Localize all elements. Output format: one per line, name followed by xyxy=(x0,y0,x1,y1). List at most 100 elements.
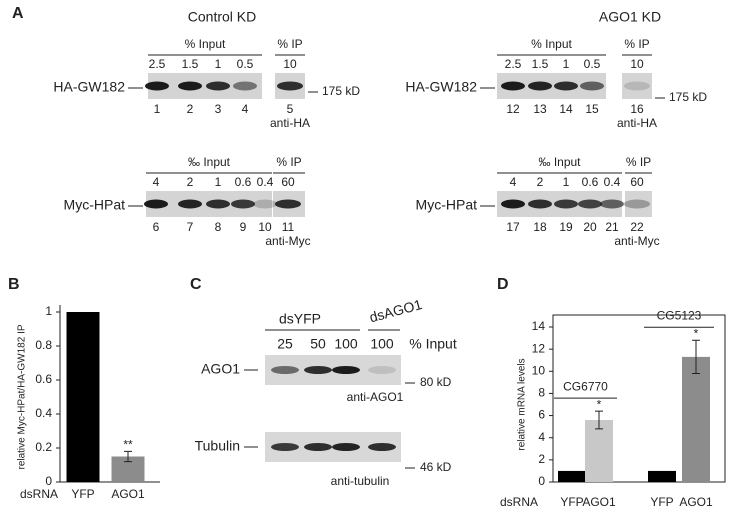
y-axis-title: relative mRNA levels xyxy=(517,358,528,450)
amount: 1.5 xyxy=(182,57,199,71)
amount: 0.5 xyxy=(237,57,254,71)
panel-label: A xyxy=(12,5,24,22)
band xyxy=(271,366,299,374)
lane-number: 13 xyxy=(533,102,547,116)
input-header: % Input xyxy=(531,37,572,51)
amount: 0.5 xyxy=(584,57,601,71)
y-tick-label: 10 xyxy=(532,363,546,377)
y-tick-label: 4 xyxy=(538,430,545,444)
lane-number: 19 xyxy=(559,220,573,234)
size-marker: 46 kD xyxy=(420,460,452,474)
lane-number: 5 xyxy=(287,102,294,116)
ip-header: % IP xyxy=(626,155,651,169)
lane-number: 10 xyxy=(258,220,272,234)
amount: 50 xyxy=(310,336,326,352)
band xyxy=(554,81,578,91)
band xyxy=(528,81,552,91)
x-axis-title: dsRNA xyxy=(20,487,58,501)
band xyxy=(501,81,525,91)
band xyxy=(206,199,230,209)
amount: 100 xyxy=(370,336,394,352)
lane-number: 12 xyxy=(506,102,520,116)
amount: 1 xyxy=(215,57,222,71)
group-label: CG6770 xyxy=(563,379,608,393)
y-tick-label: 0 xyxy=(538,474,545,488)
band xyxy=(332,366,360,374)
blot xyxy=(622,73,652,99)
bar xyxy=(558,470,586,482)
y-tick-label: 1 xyxy=(45,304,52,318)
input-header: ‰ Input xyxy=(538,155,581,169)
antibody: anti-Myc xyxy=(614,234,659,248)
antibody: anti-AGO1 xyxy=(347,390,404,404)
amount-unit: % Input xyxy=(409,336,457,352)
x-tick-label: AGO1 xyxy=(679,495,713,509)
row-label: Tubulin xyxy=(195,438,240,454)
amount: 4 xyxy=(510,175,517,189)
row-label: HA-GW182 xyxy=(405,79,477,95)
band xyxy=(624,81,650,91)
lane-number: 6 xyxy=(153,220,160,234)
row-label: Myc-HPat xyxy=(64,197,126,213)
lane-number: 17 xyxy=(506,220,520,234)
bar xyxy=(585,420,613,482)
error-bar xyxy=(692,339,700,374)
lane-number: 3 xyxy=(215,102,222,116)
band xyxy=(580,81,604,91)
lane-number: 7 xyxy=(187,220,194,234)
lane-number: 21 xyxy=(605,220,619,234)
ip-header: % IP xyxy=(624,37,649,51)
lane-number: 9 xyxy=(240,220,247,234)
amount: 1.5 xyxy=(532,57,549,71)
x-axis-title: dsRNA xyxy=(500,495,538,509)
band xyxy=(275,199,301,209)
ip-header: % IP xyxy=(276,155,301,169)
band xyxy=(206,81,230,91)
y-tick-label: 2 xyxy=(538,452,545,466)
lane-number: 15 xyxy=(585,102,599,116)
amount: 0.6 xyxy=(582,175,599,189)
significance: ** xyxy=(123,438,133,452)
band xyxy=(600,199,624,209)
band xyxy=(304,443,332,451)
band xyxy=(501,199,525,209)
x-tick-label: AGO1 xyxy=(111,487,145,501)
size-marker: 80 kD xyxy=(420,375,452,389)
band xyxy=(231,199,255,209)
x-tick-label: AGO1 xyxy=(582,495,616,509)
input-header: % Input xyxy=(185,37,226,51)
row-label: HA-GW182 xyxy=(53,79,125,95)
band xyxy=(178,199,202,209)
lane-number: 4 xyxy=(242,102,249,116)
lane-number: 1 xyxy=(154,102,161,116)
amount: 100 xyxy=(334,336,358,352)
row-label: Myc-HPat xyxy=(416,197,478,213)
amount: 2 xyxy=(537,175,544,189)
band xyxy=(304,366,332,374)
row-label: AGO1 xyxy=(201,361,240,377)
antibody: anti-Myc xyxy=(265,234,310,248)
band xyxy=(253,199,277,209)
ip-amount: 60 xyxy=(281,175,295,189)
x-tick-label: YFP xyxy=(650,495,673,509)
antibody: anti-HA xyxy=(270,116,310,130)
x-tick-label: YFP xyxy=(71,487,94,501)
amount: 2 xyxy=(187,175,194,189)
band xyxy=(624,199,650,209)
error-bar xyxy=(124,450,132,463)
blot xyxy=(625,191,652,217)
panel-label: C xyxy=(190,276,202,293)
amount: 4 xyxy=(153,175,160,189)
antibody: anti-HA xyxy=(617,116,657,130)
x-tick-label: YFP xyxy=(560,495,583,509)
amount: 0.6 xyxy=(235,175,252,189)
error-bar xyxy=(595,410,603,430)
y-tick-label: 0.2 xyxy=(35,440,52,454)
ip-amount: 10 xyxy=(630,57,644,71)
amount: 0.4 xyxy=(604,175,621,189)
amount: 1 xyxy=(563,57,570,71)
band xyxy=(332,443,360,451)
band xyxy=(368,366,396,374)
y-tick-label: 0.6 xyxy=(35,372,52,386)
